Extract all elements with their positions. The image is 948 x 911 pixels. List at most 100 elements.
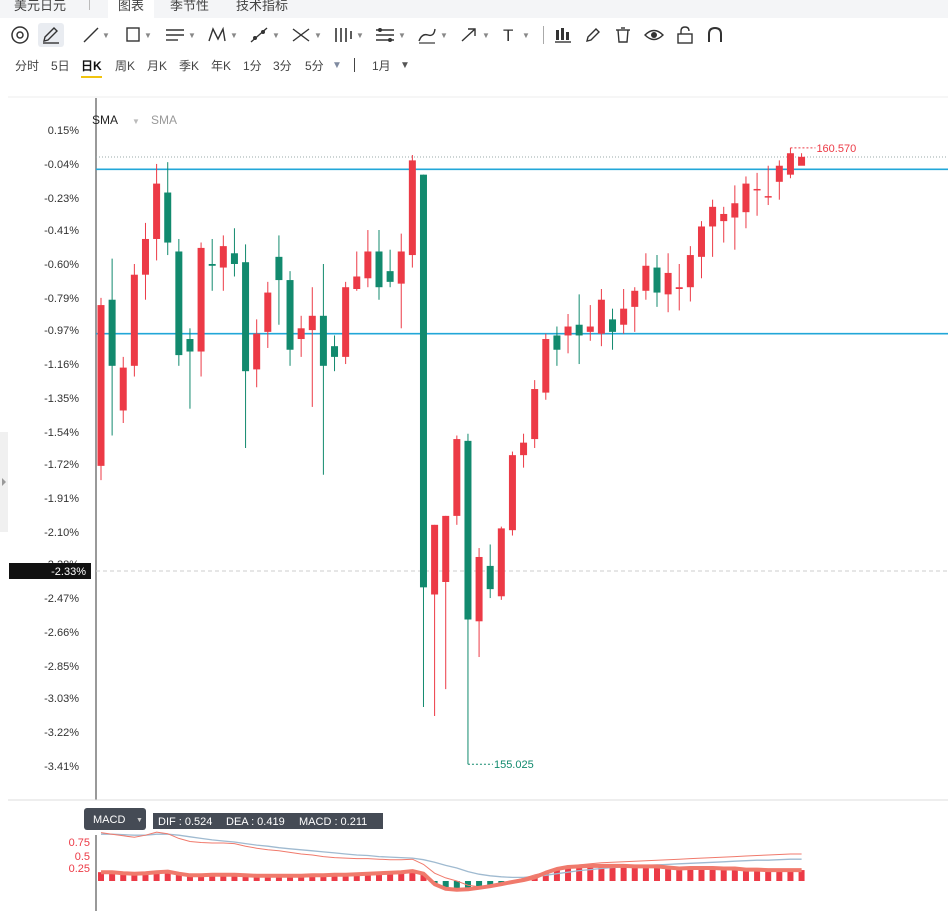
candles <box>97 147 806 765</box>
y-tick-label: -1.91% <box>44 493 79 505</box>
macd-label[interactable]: MACD <box>93 814 125 826</box>
period-yearly-k[interactable]: 年K <box>211 59 232 73</box>
candle-body <box>475 556 483 622</box>
legend-sma-secondary[interactable]: SMA <box>151 113 177 127</box>
period-quarterly-k[interactable]: 季K <box>179 59 200 73</box>
macd-histogram-bar <box>765 870 772 881</box>
macd-histogram-bar <box>720 868 727 881</box>
macd-histogram-bar <box>376 873 382 881</box>
period-5min[interactable]: 5分 <box>305 59 324 73</box>
macd-histogram-bar <box>487 881 494 887</box>
edit-icon[interactable] <box>583 23 603 47</box>
text-tool-icon[interactable]: T ▼ <box>503 26 530 45</box>
y-tick-label: 0.15% <box>48 125 79 137</box>
macd-histogram-bar <box>787 870 794 881</box>
period-weekly-k[interactable]: 周K <box>115 59 136 73</box>
candle-body <box>764 196 772 198</box>
y-tick-label: -3.41% <box>44 761 79 773</box>
tab-seasonal[interactable]: 季节性 <box>170 0 210 13</box>
period-monthly-k[interactable]: 月K <box>147 59 168 73</box>
legend-sma-main[interactable]: SMA <box>92 113 118 127</box>
period-1min[interactable]: 1分 <box>243 59 262 73</box>
candle-body <box>642 265 650 291</box>
magnet-icon[interactable] <box>705 23 725 47</box>
range-chevron-down-icon[interactable]: ▼ <box>400 60 410 71</box>
lock-icon[interactable] <box>675 23 695 47</box>
candle-body <box>564 326 572 336</box>
tab-chart[interactable]: 图表 <box>108 0 155 18</box>
fib-tool-icon[interactable]: ▼ <box>290 23 322 47</box>
pattern-tool-icon[interactable]: ▼ <box>206 23 238 47</box>
candle-body <box>731 203 739 218</box>
macd-histogram-bar <box>587 865 594 881</box>
period-divider <box>354 58 355 72</box>
period-5day[interactable]: 5日 <box>51 59 70 73</box>
toolbar-divider <box>543 26 544 44</box>
candle-body <box>542 339 550 393</box>
macd-histogram-bar <box>198 875 205 881</box>
y-tick-label: -3.22% <box>44 727 79 739</box>
ruler-tool-icon[interactable]: ▼ <box>248 23 280 47</box>
macd-histogram-bar <box>731 868 738 881</box>
candle-body <box>219 246 227 268</box>
macd-histogram-bar <box>665 867 672 881</box>
candle-body <box>308 315 316 331</box>
candle-body <box>653 267 661 293</box>
macd-histogram-bar <box>209 874 216 881</box>
rect-tool-icon[interactable]: ▼ <box>124 23 152 47</box>
period-selector: 分时 5日 日K 周K 月K 季K 年K 1分 3分 5分 ▼ 1月 ▼ <box>0 54 948 78</box>
candle-body <box>153 183 161 239</box>
period-more-chevron-icon[interactable]: ▼ <box>332 60 342 71</box>
macd-tick-025: 0.25 <box>69 863 90 875</box>
legend-chevron-icon[interactable]: ▼ <box>132 117 140 126</box>
channel-tool-icon[interactable]: ▼ <box>166 29 196 41</box>
sidebar-collapse-handle[interactable] <box>0 432 8 532</box>
tab-instrument[interactable]: 美元日元 <box>14 0 67 13</box>
candle-body <box>141 238 149 275</box>
candle-body <box>709 206 717 227</box>
eye-icon[interactable] <box>643 23 665 47</box>
candle-body <box>119 367 127 411</box>
candle-body <box>275 256 283 281</box>
y-tick-label: -2.47% <box>44 593 79 605</box>
chart-template-icon[interactable] <box>553 23 573 47</box>
period-daily-k[interactable]: 日K <box>81 57 102 78</box>
macd-histogram-bar <box>264 875 271 881</box>
period-3min[interactable]: 3分 <box>273 59 292 73</box>
crosshair-price-label: -2.33% <box>51 566 86 578</box>
low-price-label: 155.025 <box>494 759 534 771</box>
bars-tool-icon[interactable]: ▼ <box>335 28 364 42</box>
brush-tool-icon[interactable]: ▼ <box>416 23 448 47</box>
macd-histogram-bar <box>576 866 583 881</box>
candle-body <box>586 326 594 332</box>
macd-histogram-bar <box>275 875 282 881</box>
circle-tool-icon[interactable] <box>10 23 30 47</box>
macd-chevron-icon[interactable]: ▼ <box>136 817 143 824</box>
candle-body <box>164 192 172 243</box>
macd-histogram-bar <box>754 869 761 881</box>
macd-histogram-bar <box>175 873 182 881</box>
high-price-label: 160.570 <box>816 143 856 155</box>
trash-icon[interactable] <box>613 23 633 47</box>
candle-body <box>353 276 361 289</box>
period-tick[interactable]: 分时 <box>15 59 40 73</box>
macd-histogram-bar <box>387 872 394 881</box>
macd-label-button[interactable] <box>84 808 146 830</box>
candle-body <box>242 262 250 372</box>
arrow-tool-icon[interactable]: ▼ <box>458 23 490 47</box>
macd-histogram-bar <box>342 874 349 881</box>
candle-body <box>675 287 683 289</box>
y-tick-label: -0.04% <box>44 159 79 171</box>
macd-histogram-bar <box>120 873 127 881</box>
macd-histogram-bar <box>709 868 716 881</box>
line-tool-icon[interactable]: ▼ <box>82 23 110 47</box>
range-select[interactable]: 1月 <box>372 59 391 73</box>
pencil-tool-icon[interactable] <box>38 23 64 47</box>
macd-histogram-bar <box>298 875 305 881</box>
macd-histogram-bar <box>353 874 360 881</box>
tab-indicators[interactable]: 技术指标 <box>236 0 289 13</box>
hlines-tool-icon[interactable]: ▼ <box>374 23 406 47</box>
macd-histogram-bar <box>798 870 805 881</box>
macd-pane: MACD ▼ DIF : 0.524 DEA : 0.419 MACD : 0.… <box>69 808 805 911</box>
